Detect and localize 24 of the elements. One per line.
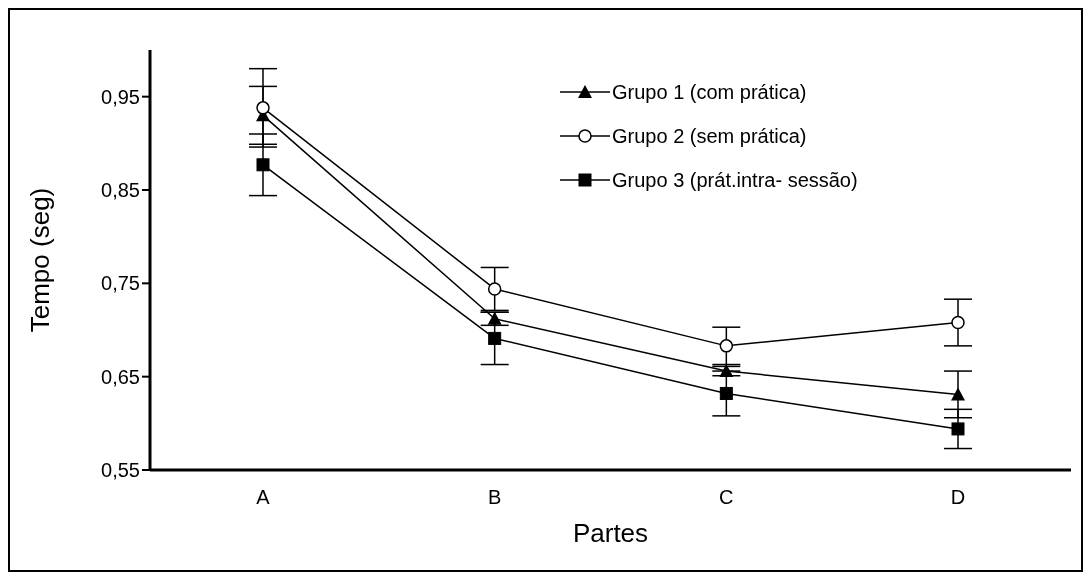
point [487, 282, 502, 296]
x-tick-label: D [950, 486, 966, 509]
y-tick-label: 0,75 [101, 272, 140, 295]
point [719, 339, 734, 353]
x-tick-label: A [256, 486, 271, 509]
x-tick-label: B [487, 486, 502, 509]
point [719, 386, 733, 400]
legend-label: Grupo 2 (sem prática) [612, 124, 807, 148]
x-axis-title: Partes [572, 518, 649, 548]
legend-label: Grupo 1 (com prática) [612, 80, 807, 104]
y-tick-label: 0,95 [101, 85, 140, 108]
y-tick-label: 0,85 [101, 179, 140, 202]
legend-label: Grupo 3 (prát.intra- sessão) [612, 168, 858, 192]
x-tick-label: C [719, 486, 734, 509]
point [951, 315, 965, 330]
point [951, 387, 965, 401]
point [951, 422, 965, 436]
point [256, 158, 270, 172]
point [256, 101, 270, 115]
y-tick-label: 0,65 [101, 365, 140, 388]
point [719, 364, 734, 378]
y-tick-label: 0,55 [101, 459, 140, 482]
y-axis-title: Tempo (seg) [25, 187, 56, 333]
point [488, 331, 502, 345]
